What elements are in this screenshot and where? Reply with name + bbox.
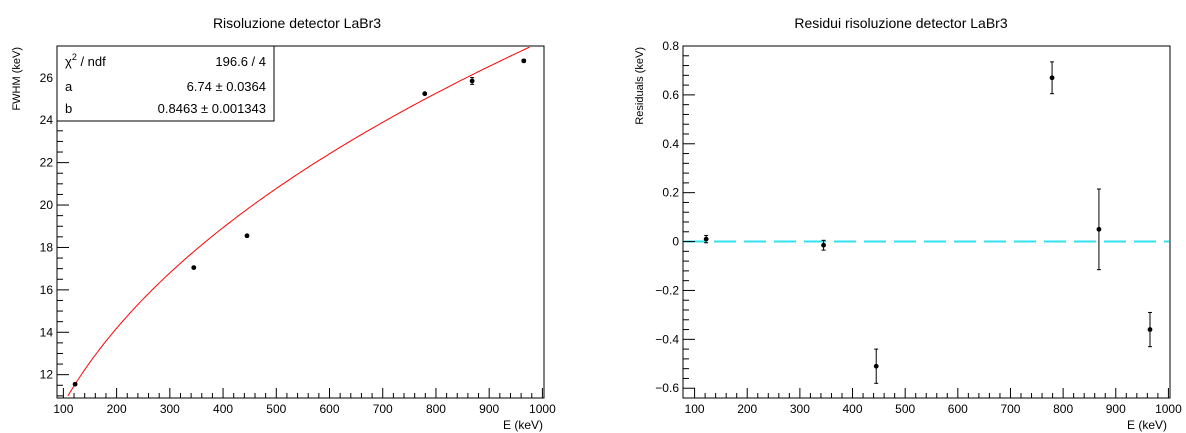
x-tick-label: 600 — [948, 402, 968, 416]
x-tick-label: 100 — [685, 402, 705, 416]
x-tick-label: 400 — [843, 402, 863, 416]
x-tick-label: 200 — [737, 402, 757, 416]
y-tick-label: 22 — [40, 156, 54, 170]
x-tick-label: 1000 — [529, 402, 556, 416]
stats-chi2-label: χ2 / ndf — [65, 52, 106, 69]
fwhm-fit-curve — [67, 46, 530, 397]
data-point — [873, 363, 879, 369]
y-tick-label: 0.6 — [662, 88, 679, 102]
y-tick-label: 20 — [40, 198, 54, 212]
stats-b-value: 0.8463 ± 0.001343 — [158, 101, 266, 116]
y-tick-label: −0.2 — [655, 283, 679, 297]
x-tick-label: 700 — [1000, 402, 1020, 416]
y-tick-label: 0 — [672, 235, 679, 249]
fwhm-chart-title: Risoluzione detector LaBr3 — [213, 15, 381, 31]
stats-chi2-value: 196.6 / 4 — [215, 54, 266, 69]
y-tick-label: −0.6 — [655, 381, 679, 395]
residuals-y-axis-label: Residuals (keV) — [634, 47, 646, 125]
residuals-chart: Residui risoluzione detector LaBr3 100 20… — [634, 15, 1182, 432]
x-tick-label: 400 — [213, 402, 233, 416]
data-point — [469, 78, 475, 84]
y-tick-label: 0.8 — [662, 39, 679, 53]
x-tick-label: 500 — [895, 402, 915, 416]
y-tick-label: 0.4 — [662, 137, 679, 151]
y-tick-label: 12 — [40, 368, 54, 382]
residuals-data-points — [703, 61, 1153, 384]
x-tick-label: 300 — [160, 402, 180, 416]
fwhm-plot-frame — [56, 45, 545, 399]
y-tick-label: 0.2 — [662, 186, 679, 200]
x-tick-label: 800 — [426, 402, 446, 416]
y-tick-label: 14 — [40, 325, 54, 339]
data-point — [1049, 75, 1055, 81]
x-tick-label: 600 — [319, 402, 339, 416]
stats-a-label: a — [65, 79, 73, 94]
x-tick-label: 500 — [266, 402, 286, 416]
x-tick-label: 1000 — [1155, 402, 1182, 416]
x-tick-label: 900 — [1106, 402, 1126, 416]
fwhm-x-axis-label: E (keV) — [503, 418, 543, 432]
residuals-plot-frame — [682, 45, 1171, 399]
fwhm-chart: Risoluzione detector LaBr3 100 200 300 400 5… — [11, 15, 556, 432]
x-tick-label: 800 — [1053, 402, 1073, 416]
fit-stats-box: χ2 / ndf 196.6 / 4 a 6.74 ± 0.0364 b 0.8… — [56, 45, 275, 122]
x-tick-label: 300 — [790, 402, 810, 416]
data-point — [191, 265, 197, 270]
data-point — [1147, 327, 1153, 332]
residuals-x-axis: 100 200 300 400 500 600 700 800 900 1000 — [685, 388, 1182, 416]
y-tick-label: 18 — [40, 240, 54, 254]
y-tick-label: 24 — [40, 113, 54, 127]
stats-b-label: b — [65, 101, 72, 116]
x-tick-label: 100 — [53, 402, 73, 416]
stats-a-value: 6.74 ± 0.0364 — [187, 79, 266, 94]
data-point — [422, 91, 428, 97]
data-point — [1096, 226, 1102, 232]
fwhm-y-axis-label: FWHM (keV) — [11, 47, 23, 111]
data-point — [703, 236, 709, 242]
residuals-chart-title: Residui risoluzione detector LaBr3 — [794, 15, 1007, 31]
residuals-y-axis: 0.8 0.6 0.4 0.2 0 −0.2 −0.4 −0.6 — [655, 39, 695, 399]
x-tick-label: 200 — [107, 402, 127, 416]
y-tick-label: 16 — [40, 283, 54, 297]
data-point — [521, 58, 527, 64]
residuals-x-axis-label: E (keV) — [1127, 418, 1167, 432]
data-point — [72, 381, 78, 387]
fwhm-x-axis: 100 200 300 400 500 600 700 800 900 1000 — [53, 388, 556, 416]
y-tick-label: 26 — [40, 71, 54, 85]
data-point — [244, 233, 250, 239]
x-tick-label: 700 — [373, 402, 393, 416]
data-point — [821, 242, 826, 248]
fwhm-data-points — [72, 58, 527, 387]
x-tick-label: 900 — [479, 402, 499, 416]
y-tick-label: −0.4 — [655, 332, 679, 346]
